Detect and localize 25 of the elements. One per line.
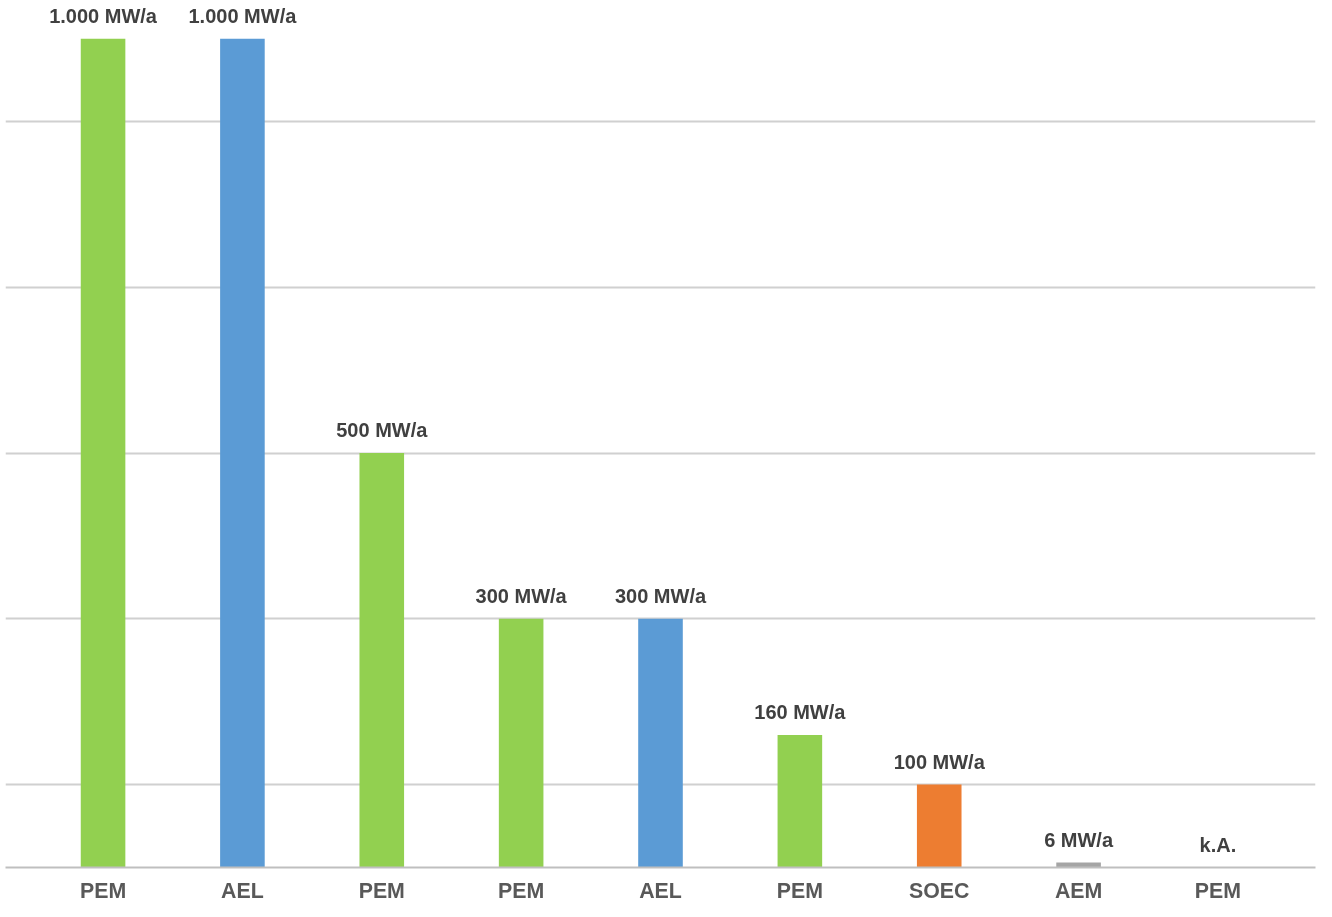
bar [916, 784, 962, 868]
data-label: 6 MW/a [1044, 828, 1114, 851]
bar [777, 734, 823, 868]
data-label: 160 MW/a [754, 700, 847, 723]
x-tick-label: AEL [221, 878, 264, 903]
data-label: 500 MW/a [336, 419, 429, 442]
data-label: 300 MW/a [475, 584, 568, 607]
data-label: 1.000 MW/a [188, 4, 298, 27]
bar [80, 38, 126, 868]
x-tick-label: PEM [1194, 878, 1242, 903]
x-tick-label: AEM [1054, 878, 1103, 903]
bar [498, 618, 544, 868]
data-label: 300 MW/a [614, 584, 707, 607]
x-tick-label: PEM [358, 878, 405, 903]
bar [359, 453, 405, 868]
text: k.A. [1199, 833, 1237, 856]
x-tick-label: PEM [776, 878, 823, 903]
data-label: 1.000 MW/a [49, 4, 158, 27]
data-label: 100 MW/a [893, 750, 986, 773]
x-tick-label: SOEC [909, 878, 970, 903]
x-tick-label: PEM [498, 878, 545, 903]
x-tick-label: PEM [79, 878, 127, 903]
x-tick-label: AEL [639, 878, 682, 903]
bar [220, 38, 265, 868]
bar [638, 618, 683, 868]
